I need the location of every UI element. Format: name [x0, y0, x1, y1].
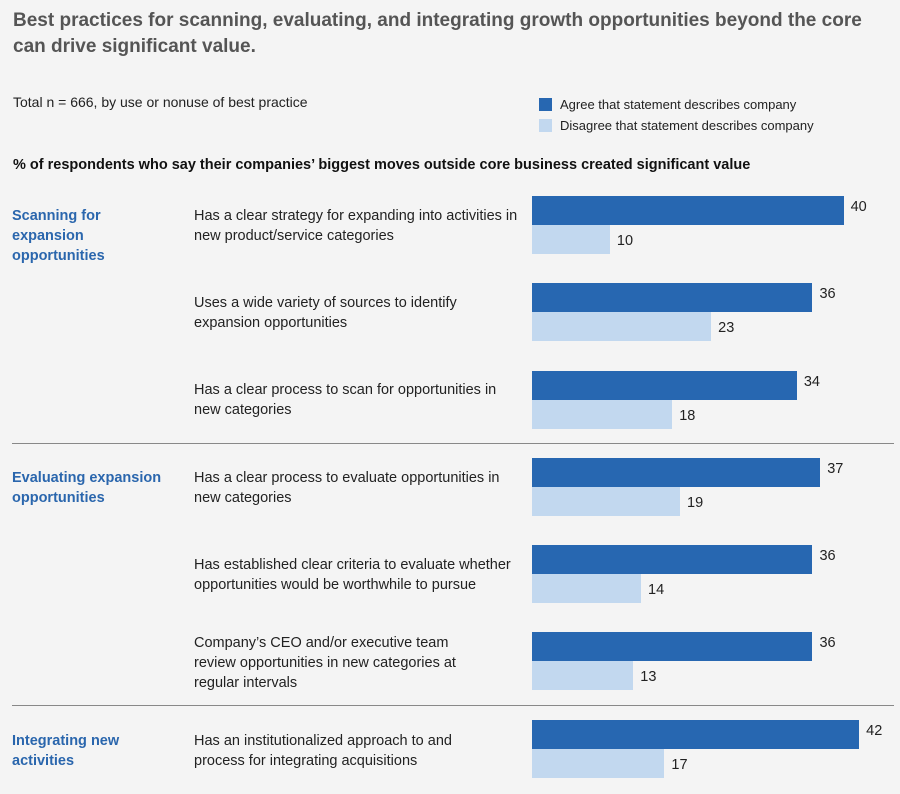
- bar-value-label: 18: [679, 408, 696, 424]
- bar-value-label: 23: [718, 320, 735, 336]
- bar-agree: [532, 545, 813, 574]
- group-divider: [12, 443, 894, 444]
- bar-value-label: 36: [819, 635, 836, 651]
- statement-label: Company’s CEO and/or executive team revi…: [194, 635, 456, 691]
- bar-agree: [532, 458, 821, 487]
- bar-value-label: 42: [866, 723, 883, 739]
- bar-agree: [532, 632, 813, 661]
- legend-item-agree: Agree that statement describes company: [539, 94, 814, 115]
- bar-agree: [532, 196, 844, 225]
- chart-question: % of respondents who say their companies…: [13, 157, 751, 173]
- group-label-integrating: Integrating new activities: [12, 733, 120, 769]
- bar-value-label: 36: [819, 548, 836, 564]
- bar-agree: [532, 371, 797, 400]
- bar-disagree: [532, 312, 712, 341]
- statement-label: Has established clear criteria to evalua…: [194, 557, 511, 593]
- bar-value-label: 17: [671, 757, 688, 773]
- bar-value-label: 40: [850, 199, 867, 215]
- bar-value-label: 13: [640, 669, 657, 685]
- chart-subtitle: Total n = 666, by use or nonuse of best …: [13, 94, 308, 110]
- bar-value-label: 10: [616, 233, 634, 249]
- bar-disagree: [532, 225, 610, 254]
- group-label-evaluating: Evaluating expansion opportunities: [12, 470, 162, 506]
- bar-disagree: [532, 749, 665, 778]
- bar-agree: [532, 720, 860, 749]
- legend-swatch-disagree: [539, 119, 552, 132]
- bar-value-label: 34: [803, 374, 820, 390]
- legend-label-agree: Agree that statement describes company: [560, 97, 797, 112]
- legend-label-disagree: Disagree that statement describes compan…: [560, 118, 814, 133]
- bar-value-label: 19: [687, 495, 704, 511]
- chart-title: Best practices for scanning, evaluating,…: [13, 10, 862, 57]
- group-label-scanning: Scanning for expansion opportunities: [12, 208, 105, 264]
- legend: Agree that statement describes company D…: [539, 94, 814, 136]
- bar-value-label: 14: [648, 582, 665, 598]
- bar-disagree: [532, 574, 642, 603]
- legend-item-disagree: Disagree that statement describes compan…: [539, 115, 814, 136]
- bar-disagree: [532, 661, 634, 690]
- bar-agree: [532, 283, 813, 312]
- statement-label: Has a clear process to evaluate opportun…: [194, 470, 500, 506]
- bar-disagree: [532, 487, 680, 516]
- statement-label: Has a clear strategy for expanding into …: [194, 208, 518, 244]
- statement-label: Uses a wide variety of sources to identi…: [194, 295, 457, 331]
- legend-swatch-agree: [539, 98, 552, 111]
- bar-value-label: 37: [827, 461, 844, 477]
- statement-label: Has a clear process to scan for opportun…: [194, 382, 497, 418]
- group-divider: [12, 705, 894, 706]
- statement-label: Has an institutionalized approach to and…: [194, 733, 452, 769]
- bar-disagree: [532, 400, 673, 429]
- bar-value-label: 36: [819, 286, 836, 302]
